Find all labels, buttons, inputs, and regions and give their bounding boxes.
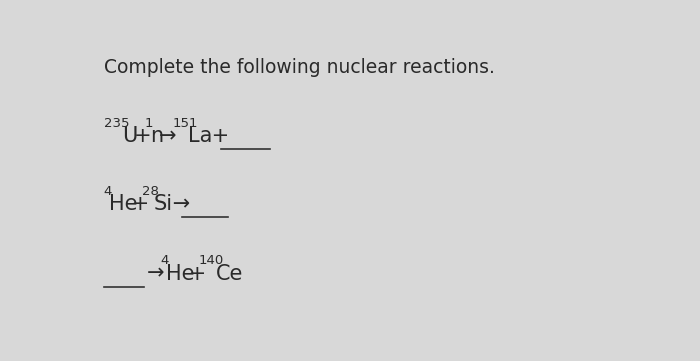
Text: 235: 235 xyxy=(104,117,130,130)
Text: →: → xyxy=(159,126,176,146)
Text: 4: 4 xyxy=(161,254,169,267)
Text: U: U xyxy=(122,126,137,146)
Text: Ce: Ce xyxy=(216,264,243,284)
Text: n: n xyxy=(150,126,163,146)
Text: +: + xyxy=(134,126,151,146)
Text: 140: 140 xyxy=(199,254,224,267)
Text: +: + xyxy=(204,126,236,146)
Text: +: + xyxy=(125,194,156,214)
Text: La: La xyxy=(188,126,213,146)
Text: Si: Si xyxy=(154,194,173,214)
Text: He: He xyxy=(109,194,138,214)
Text: 4: 4 xyxy=(104,185,112,198)
Text: +: + xyxy=(183,264,214,284)
Text: Complete the following nuclear reactions.: Complete the following nuclear reactions… xyxy=(104,57,495,77)
Text: 1: 1 xyxy=(144,117,153,130)
Text: 28: 28 xyxy=(141,185,159,198)
Text: 151: 151 xyxy=(173,117,198,130)
Text: →: → xyxy=(166,194,190,214)
Text: →: → xyxy=(147,264,164,284)
Text: He: He xyxy=(166,264,195,284)
